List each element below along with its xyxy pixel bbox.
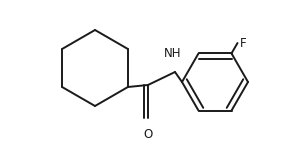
Text: F: F xyxy=(240,37,246,50)
Text: NH: NH xyxy=(164,47,182,60)
Text: O: O xyxy=(143,128,153,141)
